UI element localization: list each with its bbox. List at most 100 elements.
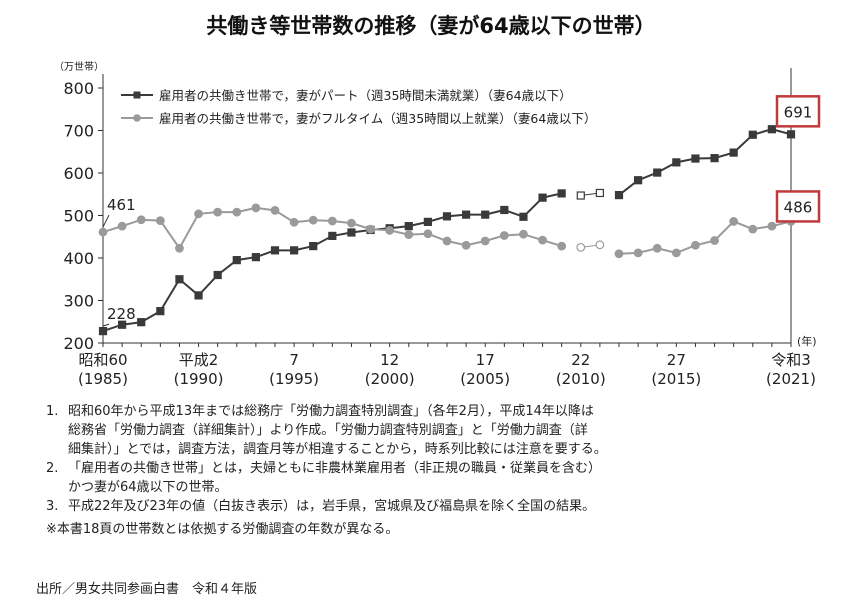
data-point bbox=[423, 217, 432, 226]
footnote-text: 昭和60年から平成13年までは総務庁「労働力調査特別調査」（各年2月），平成14… bbox=[68, 404, 607, 457]
data-point bbox=[729, 148, 738, 157]
data-point bbox=[557, 189, 566, 198]
x-tick-label-year: (2000) bbox=[365, 370, 415, 388]
data-point bbox=[385, 225, 395, 235]
data-point bbox=[633, 248, 643, 258]
data-point bbox=[270, 246, 280, 255]
annotation-label: 461 bbox=[107, 196, 136, 214]
data-point bbox=[595, 240, 605, 250]
data-point bbox=[213, 270, 222, 280]
y-tick-label: 700 bbox=[63, 122, 94, 141]
data-point bbox=[691, 240, 700, 250]
x-tick-label-year: (1995) bbox=[269, 370, 319, 388]
x-tick-label-year: (1990) bbox=[174, 370, 224, 388]
data-point bbox=[98, 327, 108, 336]
line-chart: （万世帯） 200 300 400 500 600 700 800 (年) 昭和60(1985)… bbox=[54, 60, 821, 388]
data-point bbox=[404, 230, 414, 240]
footnote-number: 1. bbox=[46, 404, 59, 419]
data-point bbox=[194, 291, 203, 300]
annotation-label: 691 bbox=[784, 103, 813, 121]
footnote-text: 平成22年及び23年の値（白抜き表示）は，岩手県，宮城県及び福島県を除く全国の結… bbox=[68, 499, 596, 514]
data-point bbox=[404, 222, 413, 231]
data-point bbox=[671, 248, 681, 258]
x-tick-label-year: (2010) bbox=[556, 370, 606, 388]
footnote-star: ※本書18頁の世帯数とは依拠する労働調査の年数が異なる。 bbox=[46, 522, 399, 537]
legend-label: 雇用者の共働き世帯で，妻がパート（週35時間未満就業）（妻64歳以下） bbox=[159, 88, 572, 103]
x-tick-label: 令和3 bbox=[771, 351, 811, 369]
data-point bbox=[155, 216, 165, 226]
series-line bbox=[618, 128, 792, 196]
data-point bbox=[729, 217, 739, 226]
data-point bbox=[308, 215, 318, 225]
legend-label: 雇用者の共働き世帯で，妻がフルタイム（週35時間以上就業）（妻64歳以下） bbox=[159, 111, 596, 126]
data-point bbox=[442, 236, 452, 246]
data-point bbox=[232, 256, 241, 265]
data-point bbox=[652, 243, 662, 253]
footnotes: 1. 昭和60年から平成13年までは総務庁「労働力調査特別調査」（各年2月），平… bbox=[46, 402, 846, 539]
x-tick-label-year: (2005) bbox=[460, 370, 510, 388]
data-point bbox=[672, 158, 681, 167]
data-point bbox=[347, 218, 356, 228]
annotation-leader bbox=[102, 323, 110, 327]
data-point bbox=[175, 275, 184, 284]
x-tick-label-year: (2015) bbox=[651, 370, 701, 388]
x-tick-label-year: (1985) bbox=[78, 370, 128, 388]
footnote-number: 3. bbox=[46, 499, 59, 514]
series-layer bbox=[98, 125, 796, 336]
annotation-label: 228 bbox=[107, 305, 136, 323]
x-unit-label: (年) bbox=[797, 334, 817, 348]
y-tick-label: 500 bbox=[63, 207, 94, 226]
data-point bbox=[251, 253, 260, 262]
footnote-3: 3. 平成22年及び23年の値（白抜き表示）は，岩手県，宮城県及び福島県を除く全… bbox=[46, 497, 846, 516]
data-point bbox=[710, 236, 719, 245]
data-point bbox=[366, 224, 375, 234]
data-point bbox=[538, 235, 547, 245]
footnote-number: 2. bbox=[46, 461, 59, 476]
legend-marker bbox=[133, 91, 141, 99]
y-tick-label: 400 bbox=[63, 249, 94, 268]
data-point bbox=[289, 217, 299, 227]
series-part-time bbox=[98, 125, 796, 336]
data-point bbox=[328, 231, 337, 240]
data-point bbox=[480, 236, 490, 246]
data-point bbox=[136, 215, 146, 225]
data-point bbox=[786, 130, 796, 139]
data-point bbox=[270, 205, 280, 215]
data-point bbox=[481, 210, 490, 219]
series-line bbox=[102, 192, 562, 333]
data-point bbox=[213, 207, 223, 217]
axes: 200300400500600700800(年)昭和60(1985)平成2(19… bbox=[63, 68, 817, 388]
x-tick-label: 平成2 bbox=[179, 351, 219, 369]
series-full-time bbox=[98, 203, 796, 259]
data-point bbox=[118, 320, 127, 329]
data-point bbox=[327, 216, 337, 226]
x-tick-label: 12 bbox=[380, 351, 399, 369]
annotation-leader bbox=[102, 214, 110, 228]
footnote-2: 2. 「雇用者の共働き世帯」とは，夫婦ともに非農林業雇用者（非正規の職員・従業員… bbox=[46, 459, 846, 497]
data-point bbox=[232, 207, 242, 217]
highlight-box bbox=[775, 95, 821, 128]
data-point bbox=[538, 193, 547, 202]
y-tick-label: 200 bbox=[63, 334, 94, 353]
data-point bbox=[309, 242, 318, 251]
data-point bbox=[691, 154, 700, 163]
data-point bbox=[710, 154, 719, 163]
y-tick-label: 600 bbox=[63, 164, 94, 183]
data-point bbox=[194, 209, 203, 219]
data-point bbox=[423, 229, 433, 239]
data-point bbox=[137, 318, 146, 327]
data-point bbox=[290, 246, 299, 255]
data-point bbox=[347, 228, 356, 237]
series-line bbox=[102, 206, 562, 251]
data-point bbox=[156, 307, 165, 316]
annotations: 461 228 691 486 bbox=[102, 95, 821, 327]
legend: 雇用者の共働き世帯で，妻がパート（週35時間未満就業）（妻64歳以下） 雇用者の共… bbox=[121, 88, 596, 126]
data-point bbox=[519, 212, 528, 221]
source-credit: 出所／男女共同参画白書 令和４年版 bbox=[36, 582, 258, 597]
footnote-text: 「雇用者の共働き世帯」とは，夫婦ともに非農林業雇用者（非正規の職員・従業員を含む… bbox=[68, 461, 602, 495]
data-point bbox=[595, 188, 604, 198]
x-tick-label: 昭和60 bbox=[78, 351, 127, 369]
data-point bbox=[499, 231, 509, 240]
data-point bbox=[614, 191, 624, 200]
